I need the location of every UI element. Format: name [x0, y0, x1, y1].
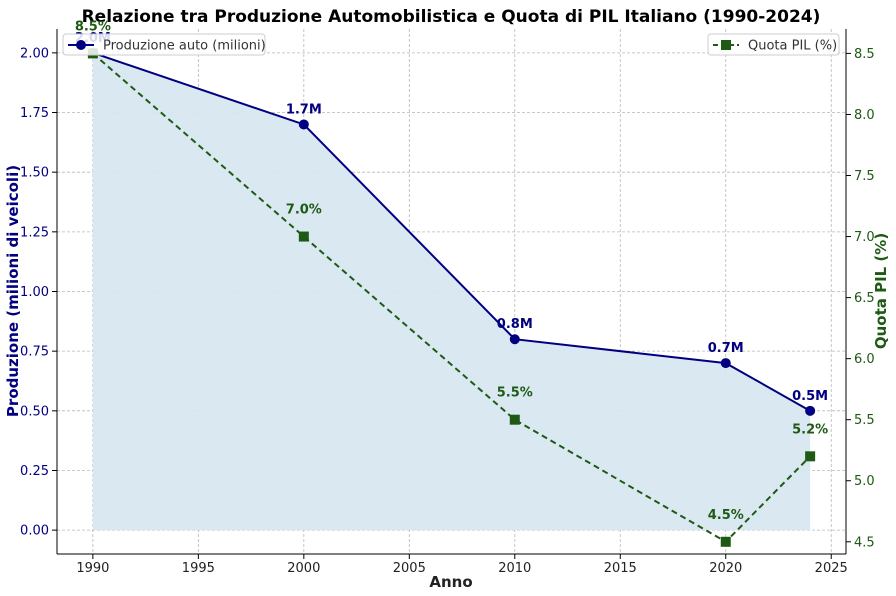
legend-production-label: Produzione auto (milioni) [103, 39, 266, 54]
axes: 1990 1995 2000 2005 2010 2015 2020 2025 0.00 0.25… [20, 29, 875, 576]
y-left-tick-label: 2.00 [20, 46, 49, 61]
x-tick-label: 2020 [709, 561, 742, 576]
legend-gdp-label: Quota PIL (%) [748, 39, 837, 54]
y-left-tick-label: 0.00 [20, 524, 49, 539]
production-area-fill [92, 52, 811, 531]
y-left-tick-label: 1.75 [20, 106, 49, 121]
y-left-tick-label: 0.25 [20, 464, 49, 479]
y-left-tick-label: 1.00 [20, 285, 49, 300]
gdp-share-data-label: 5.5% [497, 386, 533, 401]
y-right-tick-label: 8.5 [854, 47, 875, 62]
production-point [298, 119, 309, 130]
y-right-tick-label: 5.5 [854, 413, 875, 428]
y-left-tick-label: 1.25 [20, 225, 49, 240]
y-right-tick-label: 6.0 [854, 352, 875, 367]
production-data-label: 0.5M [792, 389, 828, 404]
legend-right-box [707, 33, 840, 56]
gdp-share-data-label: 5.2% [792, 422, 828, 437]
gdp-share-point [298, 231, 309, 242]
legends: Produzione auto (milioni) Quota PIL (%) [62, 33, 840, 56]
legend-gdp-marker [721, 40, 731, 50]
gdp-share-point [805, 451, 816, 462]
y-right-tick-label: 4.5 [854, 535, 875, 550]
x-tick-label: 2000 [287, 561, 320, 576]
legend-production-marker [76, 40, 86, 50]
production-point [720, 358, 731, 369]
production-data-label: 0.7M [708, 341, 744, 356]
x-tick-label: 1990 [76, 561, 109, 576]
gdp-share-line [92, 52, 811, 544]
y-axis-left-label: Produzione (milioni di veicoli) [4, 165, 22, 417]
y-right-tick-label: 7.5 [854, 169, 875, 184]
x-tick-label: 2005 [393, 561, 426, 576]
gdp-share-point [720, 536, 731, 547]
y-right-tick-label: 8.0 [854, 108, 875, 123]
gdp-share-data-label: 8.5% [75, 19, 111, 34]
x-axis-label: Anno [429, 573, 472, 591]
production-data-label: 1.7M [286, 102, 322, 117]
x-tick-label: 1995 [182, 561, 215, 576]
production-point [805, 405, 816, 416]
y-left-tick-label: 0.50 [20, 404, 49, 419]
production-data-label: 0.8M [497, 317, 533, 332]
y-right-tick-label: 6.5 [854, 291, 875, 306]
legend-left-box [62, 33, 266, 56]
y-right-tick-label: 7.0 [854, 230, 875, 245]
gdp-share-data-label: 7.0% [286, 203, 322, 218]
gdp-share-data-label: 4.5% [708, 508, 744, 523]
x-tick-label: 2025 [815, 561, 848, 576]
gdp-share-point [509, 414, 520, 425]
y-right-tick-label: 5.0 [854, 474, 875, 489]
production-point [509, 334, 520, 345]
chart-title: Relazione tra Produzione Automobilistica… [82, 7, 821, 27]
y-left-tick-label: 0.75 [20, 345, 49, 360]
y-axis-right-label: Quota PIL (%) [872, 233, 890, 349]
x-tick-label: 2015 [604, 561, 637, 576]
x-tick-label: 2010 [498, 561, 531, 576]
y-left-tick-label: 1.50 [20, 166, 49, 181]
